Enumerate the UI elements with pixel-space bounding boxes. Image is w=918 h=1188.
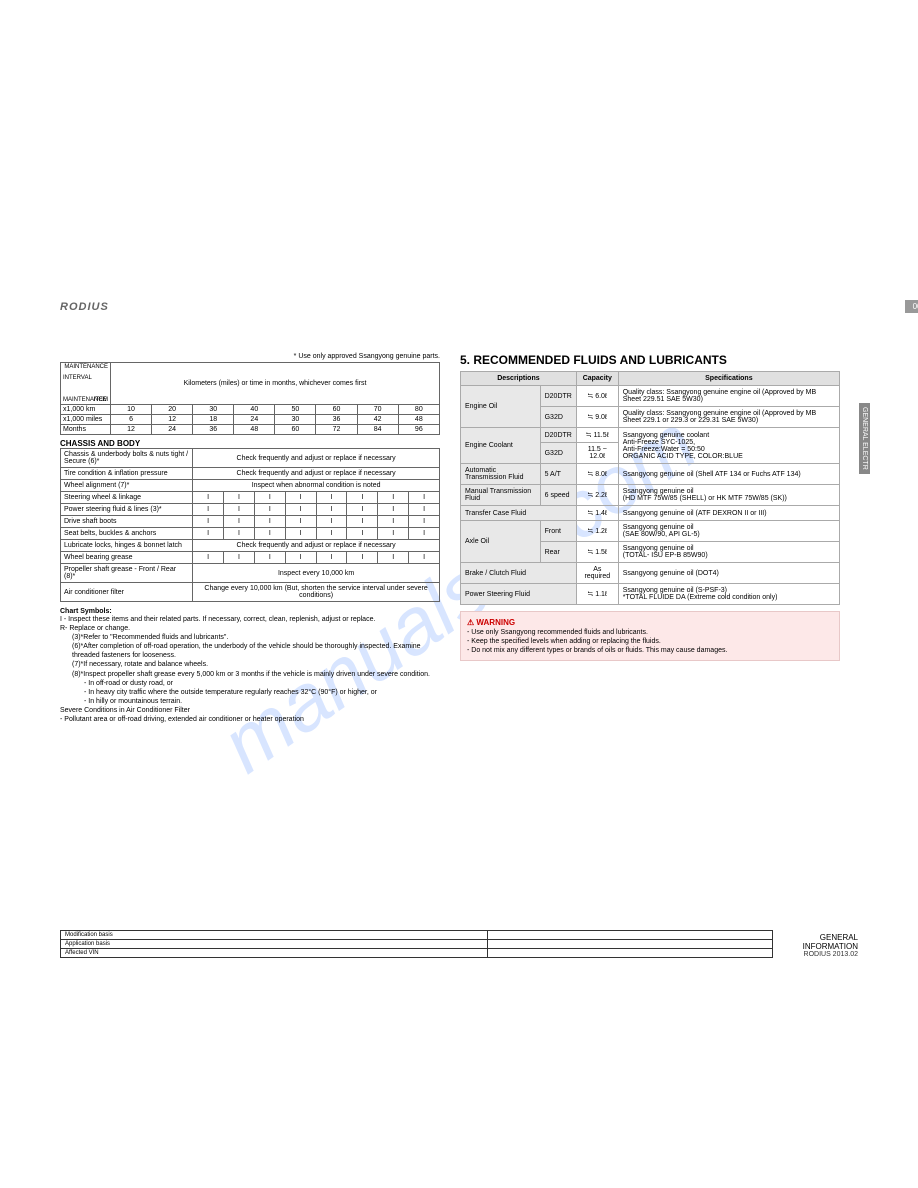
warning-title: WARNING: [467, 618, 833, 627]
intervals-header: Kilometers (miles) or time in months, wh…: [111, 363, 440, 405]
page-header: RODIUS 0000-00 01-9: [60, 300, 918, 313]
label: MAINTENANCE: [64, 364, 108, 370]
label: ITEM: [94, 397, 108, 403]
symbols-title: Chart Symbols:: [60, 608, 440, 615]
fluids-title: 5. RECOMMENDED FLUIDS AND LUBRICANTS: [460, 353, 840, 367]
footer-right: GENERAL INFORMATION RODIUS 2013.02: [773, 933, 858, 958]
footer-table: Modification basisApplication basisAffec…: [60, 930, 773, 958]
chassis-table: Chassis & underbody bolts & nuts tight /…: [60, 448, 440, 602]
fluids-table: DescriptionsCapacitySpecifications Engin…: [460, 371, 840, 605]
code-box: 0000-00: [905, 300, 918, 313]
note-top: * Use only approved Ssangyong genuine pa…: [60, 353, 440, 360]
chassis-title: CHASSIS AND BODY: [60, 439, 440, 448]
symbols-list: I - Inspect these items and their relate…: [60, 615, 440, 724]
intervals-table: MAINTENANCE INTERVAL MAINTENANCE ITEM Ki…: [60, 362, 440, 435]
warning-box: WARNING - Use only Ssangyong recommended…: [460, 611, 840, 661]
brand: RODIUS: [60, 301, 109, 313]
footer-line2: RODIUS 2013.02: [773, 951, 858, 958]
side-tab: GENERAL ELECTR: [859, 403, 870, 474]
label: INTERVAL: [63, 375, 92, 381]
footer-line1: GENERAL INFORMATION: [773, 933, 858, 951]
